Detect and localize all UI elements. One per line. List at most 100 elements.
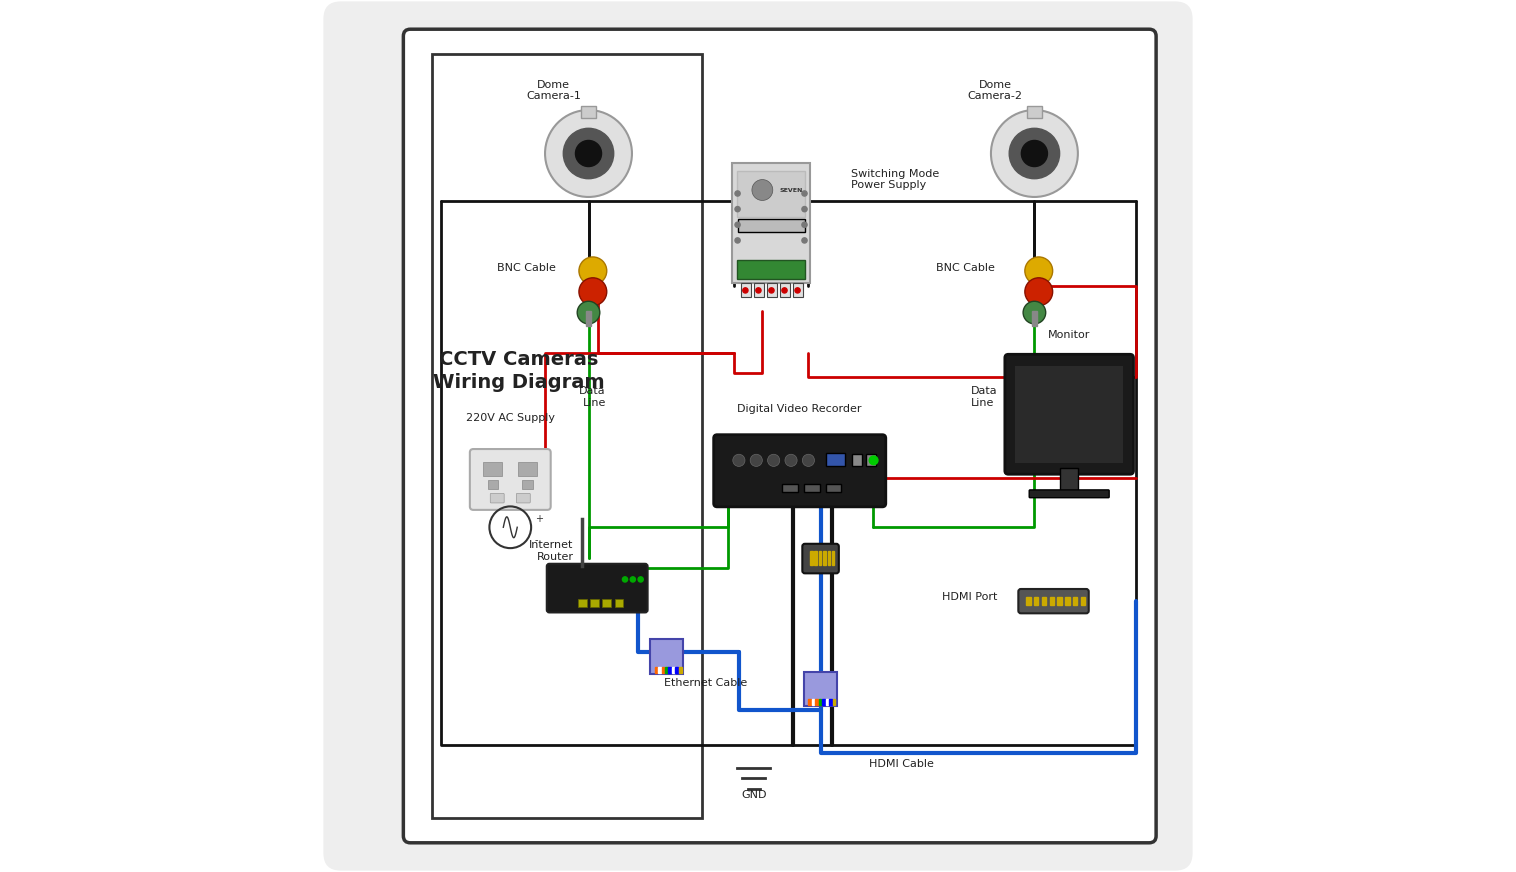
- Bar: [819, 551, 822, 565]
- FancyBboxPatch shape: [488, 480, 499, 489]
- FancyBboxPatch shape: [741, 283, 750, 297]
- Circle shape: [785, 454, 797, 467]
- FancyBboxPatch shape: [1061, 468, 1078, 493]
- Bar: [819, 699, 822, 705]
- Bar: [669, 667, 672, 673]
- Circle shape: [638, 576, 643, 582]
- Bar: [832, 699, 835, 705]
- FancyBboxPatch shape: [714, 435, 885, 507]
- Circle shape: [564, 128, 614, 179]
- Circle shape: [869, 456, 878, 465]
- Text: CCTV Cameras
Wiring Diagram: CCTV Cameras Wiring Diagram: [434, 350, 605, 392]
- Text: +: +: [535, 514, 543, 523]
- Circle shape: [735, 207, 740, 212]
- Bar: [823, 551, 826, 565]
- FancyBboxPatch shape: [403, 29, 1157, 843]
- Circle shape: [735, 191, 740, 196]
- Text: Ethernet Cable: Ethernet Cable: [664, 678, 747, 688]
- Text: Monitor: Monitor: [1048, 330, 1090, 340]
- FancyBboxPatch shape: [470, 449, 550, 510]
- Bar: [1066, 596, 1070, 605]
- Circle shape: [802, 454, 814, 467]
- Text: HDMI Cable: HDMI Cable: [869, 760, 934, 769]
- Bar: [1058, 596, 1061, 605]
- Circle shape: [579, 257, 606, 285]
- Bar: [672, 667, 675, 673]
- FancyBboxPatch shape: [490, 494, 505, 503]
- FancyBboxPatch shape: [753, 283, 764, 297]
- Circle shape: [1023, 301, 1046, 324]
- FancyBboxPatch shape: [581, 106, 596, 118]
- Bar: [679, 667, 682, 673]
- Text: SEVEN: SEVEN: [779, 187, 803, 193]
- FancyBboxPatch shape: [650, 639, 684, 674]
- Text: Data
Line: Data Line: [579, 386, 606, 408]
- FancyBboxPatch shape: [738, 219, 805, 232]
- FancyBboxPatch shape: [432, 53, 702, 819]
- FancyBboxPatch shape: [1029, 490, 1110, 498]
- FancyBboxPatch shape: [614, 599, 623, 607]
- Bar: [829, 699, 832, 705]
- Text: Dome
Camera-2: Dome Camera-2: [967, 79, 1023, 101]
- FancyBboxPatch shape: [782, 484, 797, 493]
- Bar: [1049, 596, 1054, 605]
- Circle shape: [802, 222, 807, 228]
- Bar: [808, 699, 811, 705]
- Bar: [1081, 596, 1085, 605]
- FancyBboxPatch shape: [517, 494, 531, 503]
- FancyBboxPatch shape: [866, 454, 876, 467]
- FancyBboxPatch shape: [523, 480, 532, 489]
- Text: Dome
Camera-1: Dome Camera-1: [526, 79, 581, 101]
- Bar: [1041, 596, 1046, 605]
- Circle shape: [769, 288, 775, 293]
- FancyBboxPatch shape: [803, 484, 820, 493]
- Circle shape: [732, 454, 744, 467]
- FancyBboxPatch shape: [518, 462, 537, 476]
- Text: GND: GND: [741, 790, 767, 800]
- Circle shape: [546, 110, 632, 197]
- Circle shape: [794, 288, 800, 293]
- Bar: [813, 699, 814, 705]
- Circle shape: [802, 191, 807, 196]
- Circle shape: [756, 288, 761, 293]
- Circle shape: [1025, 257, 1052, 285]
- FancyBboxPatch shape: [767, 283, 776, 297]
- Circle shape: [1010, 128, 1060, 179]
- FancyBboxPatch shape: [737, 171, 805, 217]
- Bar: [676, 667, 678, 673]
- Circle shape: [631, 576, 635, 582]
- FancyBboxPatch shape: [1026, 106, 1041, 118]
- FancyBboxPatch shape: [732, 163, 810, 283]
- Circle shape: [782, 288, 787, 293]
- FancyBboxPatch shape: [590, 599, 599, 607]
- FancyBboxPatch shape: [547, 564, 647, 612]
- Circle shape: [579, 278, 606, 305]
- Bar: [828, 551, 831, 565]
- Bar: [822, 699, 825, 705]
- Circle shape: [1025, 278, 1052, 305]
- Text: BNC Cable: BNC Cable: [497, 263, 556, 273]
- Text: BNC Cable: BNC Cable: [937, 263, 996, 273]
- Circle shape: [623, 576, 628, 582]
- Text: 220V AC Supply: 220V AC Supply: [465, 413, 555, 423]
- Circle shape: [752, 180, 773, 201]
- FancyBboxPatch shape: [1016, 365, 1123, 463]
- Bar: [585, 310, 591, 326]
- FancyBboxPatch shape: [1019, 589, 1088, 613]
- Bar: [810, 551, 813, 565]
- Bar: [661, 667, 664, 673]
- Circle shape: [578, 301, 600, 324]
- Bar: [1034, 596, 1038, 605]
- Bar: [658, 667, 661, 673]
- FancyBboxPatch shape: [484, 462, 502, 476]
- Bar: [814, 551, 817, 565]
- Bar: [816, 699, 819, 705]
- Text: -: -: [535, 535, 538, 545]
- Circle shape: [735, 222, 740, 228]
- Circle shape: [750, 454, 763, 467]
- Circle shape: [991, 110, 1078, 197]
- Bar: [655, 667, 656, 673]
- Text: Data
Line: Data Line: [970, 386, 998, 408]
- FancyBboxPatch shape: [793, 283, 803, 297]
- Text: HDMI Port: HDMI Port: [941, 592, 998, 602]
